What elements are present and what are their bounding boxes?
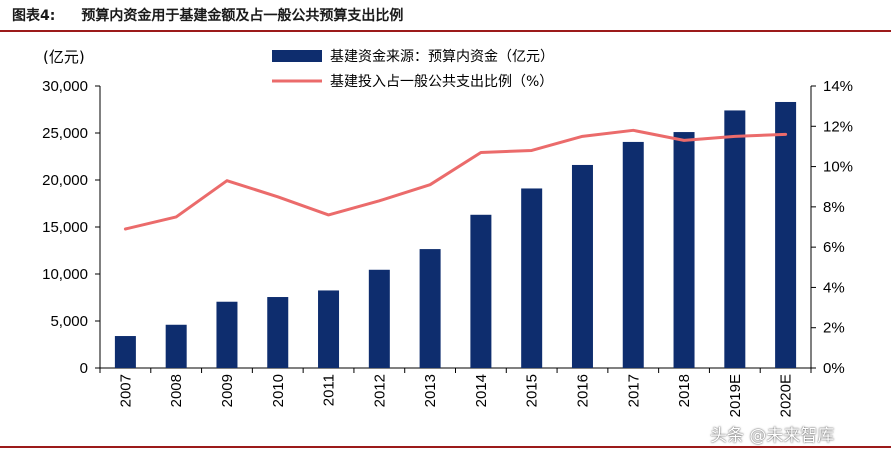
y-left-tick-label: 5,000 (50, 313, 88, 330)
x-tick-label: 2018 (676, 374, 693, 407)
x-tick-label: 2014 (473, 374, 490, 407)
bar (165, 324, 187, 368)
y-left-tick-label: 25,000 (42, 125, 88, 142)
y-left-tick-label: 15,000 (42, 219, 88, 236)
y-left-tick-label: 30,000 (42, 78, 88, 95)
y-right-tick-label: 6% (823, 239, 845, 256)
bar (419, 249, 441, 368)
y-right-tick-label: 2% (823, 320, 845, 337)
x-tick-label: 2013 (422, 374, 439, 407)
bar (114, 336, 136, 368)
x-tick-label: 2007 (117, 374, 134, 407)
y-right-tick-label: 8% (823, 199, 845, 216)
bar (318, 290, 340, 368)
figure-header: 图表4: 预算内资金用于基建金额及占一般公共预算支出比例 (0, 0, 891, 32)
bar (775, 101, 797, 368)
bar (622, 141, 644, 368)
y-right-tick-label: 0% (823, 360, 845, 377)
x-tick-label: 2009 (219, 374, 236, 407)
bar (724, 110, 746, 368)
y-right-tick-label: 12% (823, 118, 853, 135)
y-right-tick-label: 14% (823, 78, 853, 95)
combo-chart: 0 5,000 10,000 15,000 20,000 25,000 30,000 (亿元)… (42, 48, 853, 417)
legend-label-line: 基建投入占一般公共支出比例（%） (330, 73, 553, 90)
y-left-unit-label: (亿元) (43, 48, 85, 66)
bar (521, 188, 543, 368)
watermark-text: 头条 @未来智库 (710, 426, 835, 446)
legend-label-bar: 基建资金来源：预算内资金（亿元） (330, 48, 554, 65)
bottom-rule (0, 446, 891, 448)
bar (470, 214, 492, 368)
ratio-line (123, 128, 788, 231)
y-right-tick-label: 10% (823, 159, 853, 176)
x-tick-label: 2019E (727, 374, 744, 417)
x-tick-label: 2017 (625, 374, 642, 407)
x-tick-label: 2010 (270, 374, 287, 407)
x-tick-label: 2012 (371, 374, 388, 407)
y-left-tick-label: 0 (80, 360, 88, 377)
x-tick-label: 2008 (168, 374, 185, 407)
y-left-tick-label: 10,000 (42, 266, 88, 283)
bar (216, 301, 238, 368)
bar (368, 269, 390, 368)
figure-label: 图表4: (12, 8, 56, 24)
y-right-tick-label: 4% (823, 279, 845, 296)
bar (267, 297, 289, 368)
x-tick-label: 2020E (778, 374, 795, 417)
x-tick-label: 2016 (574, 374, 591, 407)
legend-swatch-bar (272, 50, 322, 62)
y-left-tick-label: 20,000 (42, 172, 88, 189)
bar (571, 164, 593, 368)
bar (673, 132, 695, 368)
x-tick-label: 2011 (321, 374, 338, 406)
figure-title: 预算内资金用于基建金额及占一般公共预算支出比例 (81, 8, 404, 24)
x-tick-label: 2015 (524, 374, 541, 407)
